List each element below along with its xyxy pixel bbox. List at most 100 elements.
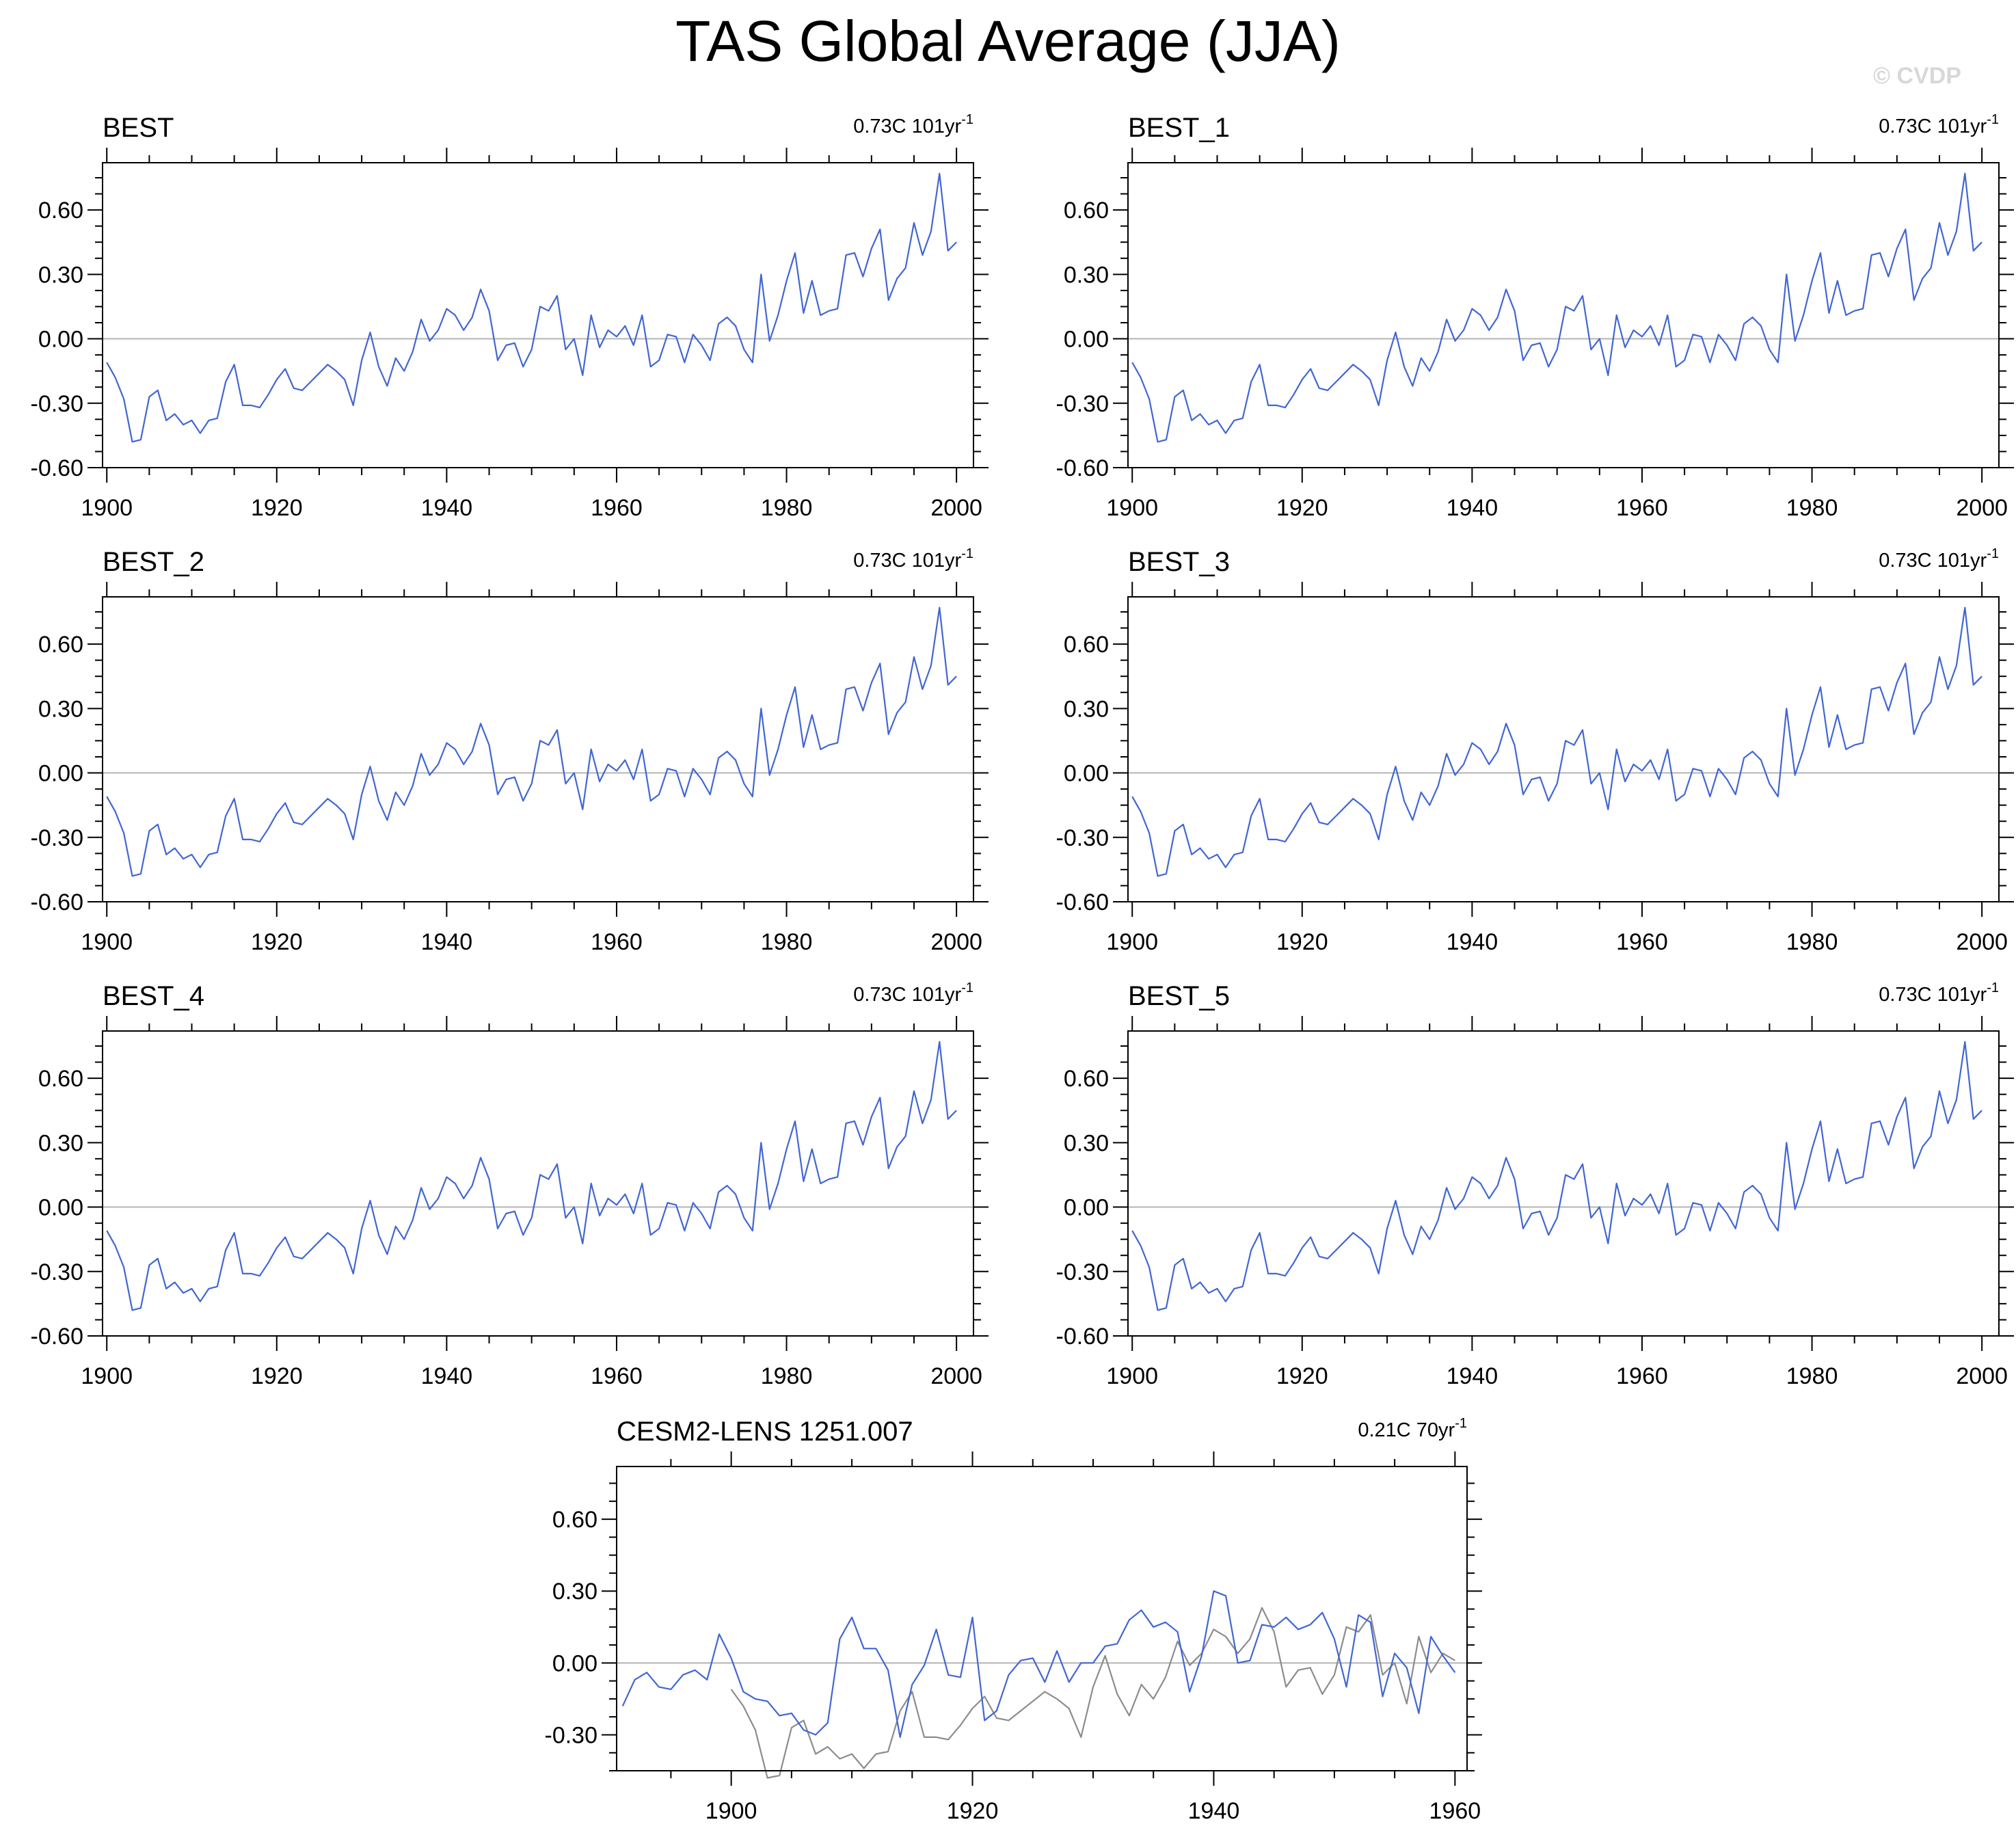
plot-frame — [102, 162, 974, 468]
x-tick-label: 1960 — [591, 929, 643, 955]
trend-years: 70yr — [1416, 1419, 1455, 1441]
x-tick-label: 1920 — [947, 1798, 999, 1824]
panel-title: CESM2-LENS 1251.007 — [617, 1417, 913, 1447]
trend-annotation: 0.21C 70yr-1 — [1358, 1416, 1467, 1441]
trend-exponent: -1 — [1987, 980, 1999, 995]
y-tick-label: 0.60 — [1064, 632, 1109, 658]
panel-title: BEST_4 — [103, 981, 204, 1011]
trend-value: 0.73C — [1879, 116, 1937, 137]
x-tick-label: 1940 — [421, 1363, 473, 1389]
x-tick-label: 1920 — [251, 929, 303, 955]
plot-frame — [1127, 1030, 2000, 1337]
chart-panel-7: 1900 1920 1940 1960 -0.30 0.00 0.30 0.60 CESM2-L… — [545, 1416, 1482, 1824]
figure-title: TAS Global Average (JJA) — [675, 9, 1341, 73]
y-tick-label: 0.60 — [552, 1507, 597, 1533]
x-tick-label: 1900 — [81, 929, 133, 955]
x-tick-label: 1920 — [1276, 495, 1328, 521]
x-tick-label: 1980 — [761, 929, 813, 955]
trend-value: 0.73C — [853, 984, 911, 1006]
y-tick-label: -0.60 — [31, 889, 84, 915]
trend-value: 0.73C — [853, 550, 911, 572]
x-tick-label: 1960 — [591, 1363, 643, 1389]
y-tick-label: 0.00 — [552, 1650, 597, 1676]
series-line-best-1 — [1131, 172, 1983, 443]
series-line-cesm2-lens-1251-007 — [621, 1590, 1456, 1738]
y-tick-label: 0.00 — [1064, 327, 1109, 353]
y-tick-label: 0.30 — [552, 1579, 597, 1605]
trend-annotation: 0.73C 101yr-1 — [853, 546, 973, 572]
trend-exponent: -1 — [1987, 546, 1999, 561]
x-tick-label: 2000 — [930, 929, 982, 955]
y-tick-label: -0.30 — [31, 1259, 84, 1285]
panel-title: BEST_2 — [103, 547, 204, 577]
trend-years: 101yr — [1937, 984, 1987, 1006]
trend-years: 101yr — [1937, 550, 1987, 572]
panel-title: BEST_1 — [1128, 113, 1230, 143]
x-tick-label: 1980 — [1786, 495, 1838, 521]
y-tick-label: 0.60 — [1064, 1066, 1109, 1092]
trend-annotation: 0.73C 101yr-1 — [1879, 980, 1999, 1006]
x-tick-label: 1960 — [1616, 495, 1668, 521]
chart-panel-1: 1900 1920 1940 1960 1980 2000 -0.60 -0.30 0.00 0.… — [31, 112, 989, 521]
plot-frame — [1127, 162, 2000, 468]
trend-value: 0.73C — [1879, 550, 1937, 572]
x-tick-label: 1920 — [251, 495, 303, 521]
y-tick-label: 0.00 — [38, 761, 83, 787]
x-tick-label: 2000 — [930, 1363, 982, 1389]
trend-annotation: 0.73C 101yr-1 — [1879, 112, 1999, 137]
x-tick-label: 2000 — [1956, 495, 2008, 521]
x-tick-label: 1940 — [421, 929, 473, 955]
plot-frame — [1127, 596, 2000, 902]
trend-value: 0.73C — [1879, 984, 1937, 1006]
y-tick-label: 0.30 — [1064, 1130, 1109, 1156]
y-tick-label: 0.60 — [1064, 198, 1109, 224]
x-tick-label: 1960 — [1429, 1798, 1481, 1824]
x-tick-label: 1980 — [1786, 929, 1838, 955]
y-tick-label: 0.00 — [1064, 761, 1109, 787]
x-tick-label: 1940 — [1188, 1798, 1240, 1824]
trend-annotation: 0.73C 101yr-1 — [853, 980, 973, 1006]
y-tick-label: 0.00 — [38, 1195, 83, 1221]
x-tick-label: 1900 — [1106, 1363, 1158, 1389]
trend-years: 101yr — [912, 116, 962, 137]
series-line-best-5 — [1131, 1041, 1983, 1311]
series-line-best-4 — [106, 1041, 957, 1311]
x-tick-label: 1980 — [761, 1363, 813, 1389]
y-tick-label: -0.30 — [1056, 1259, 1110, 1285]
trend-exponent: -1 — [1455, 1416, 1467, 1431]
x-tick-label: 1900 — [1106, 495, 1158, 521]
x-tick-label: 1940 — [421, 495, 473, 521]
trend-annotation: 0.73C 101yr-1 — [853, 112, 973, 137]
plot-frame — [102, 596, 974, 902]
y-tick-label: -0.60 — [31, 455, 84, 481]
x-tick-label: 2000 — [1956, 929, 2008, 955]
y-tick-label: 0.30 — [38, 1130, 83, 1156]
x-tick-label: 1940 — [1447, 495, 1498, 521]
y-tick-label: -0.30 — [31, 825, 84, 851]
trend-years: 101yr — [1937, 116, 1987, 137]
x-tick-label: 1900 — [81, 495, 133, 521]
y-tick-label: 0.00 — [38, 327, 83, 353]
y-tick-label: -0.30 — [545, 1722, 598, 1748]
y-tick-label: -0.60 — [1056, 889, 1110, 915]
x-tick-label: 1980 — [761, 495, 813, 521]
trend-exponent: -1 — [961, 980, 973, 995]
x-tick-label: 1960 — [1616, 929, 1668, 955]
x-tick-label: 2000 — [930, 495, 982, 521]
y-tick-label: 0.00 — [1064, 1195, 1109, 1221]
trend-exponent: -1 — [1987, 112, 1999, 127]
plot-frame — [102, 1030, 974, 1337]
y-tick-label: -0.60 — [1056, 1324, 1110, 1350]
trend-value: 0.21C — [1358, 1419, 1416, 1441]
trend-exponent: -1 — [961, 546, 973, 561]
panel-title: BEST — [103, 113, 174, 143]
plot-frame — [616, 1466, 1468, 1771]
panel-title: BEST_3 — [1128, 547, 1230, 577]
x-tick-label: 1940 — [1447, 1363, 1498, 1389]
x-tick-label: 1920 — [1276, 1363, 1328, 1389]
y-tick-label: 0.60 — [38, 1066, 83, 1092]
y-tick-label: -0.30 — [1056, 391, 1110, 417]
y-tick-label: -0.30 — [1056, 825, 1110, 851]
chart-panel-5: 1900 1920 1940 1960 1980 2000 -0.60 -0.30 0.00 0.… — [31, 980, 989, 1389]
